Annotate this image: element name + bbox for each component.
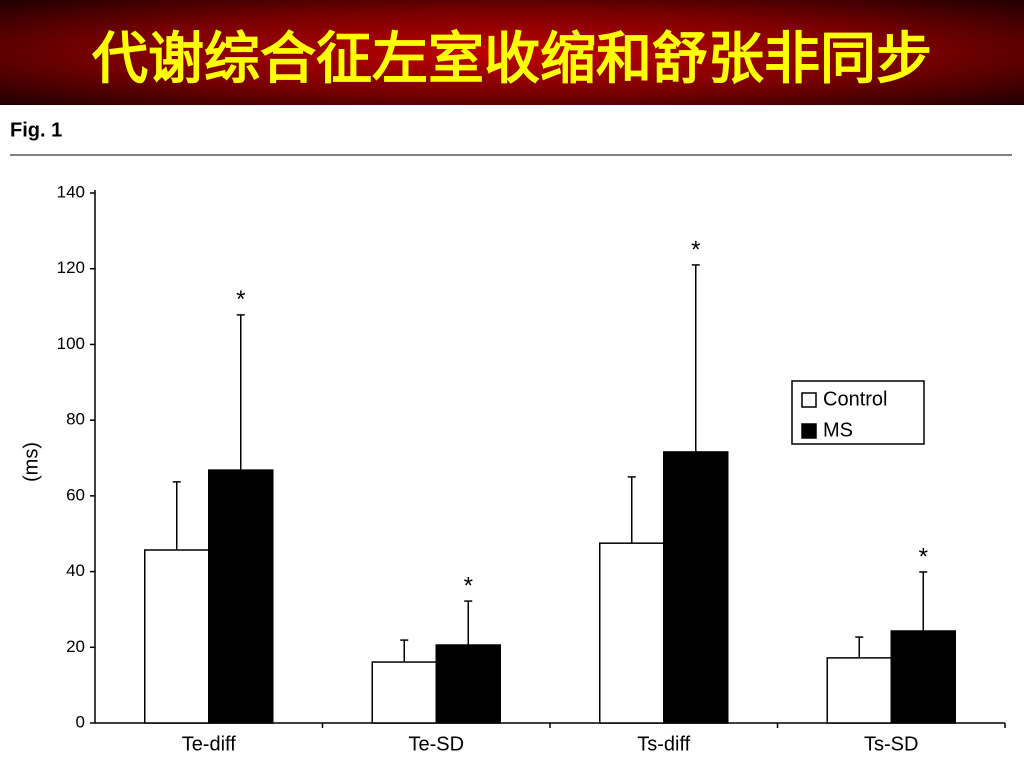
legend-swatch bbox=[801, 423, 817, 439]
y-tick-label: 40 bbox=[66, 561, 85, 580]
bar bbox=[435, 644, 501, 724]
legend-swatch bbox=[801, 392, 817, 408]
y-tick-label: 80 bbox=[66, 410, 85, 429]
x-tick-label: Ts-diff bbox=[637, 733, 690, 755]
x-tick-label: Ts-SD bbox=[864, 733, 918, 755]
bar bbox=[663, 451, 729, 724]
y-axis-label: (ms) bbox=[20, 442, 42, 482]
bar bbox=[599, 542, 665, 724]
bar bbox=[144, 549, 210, 724]
y-tick-label: 100 bbox=[57, 334, 85, 353]
y-tick-label: 0 bbox=[76, 712, 85, 731]
significance-marker: * bbox=[919, 543, 928, 570]
significance-marker: * bbox=[691, 236, 700, 263]
y-tick-label: 60 bbox=[66, 485, 85, 504]
bar bbox=[371, 661, 437, 724]
title-banner: 代谢综合征左室收缩和舒张非同步 bbox=[0, 0, 1024, 105]
significance-marker: * bbox=[464, 572, 473, 599]
x-tick-label: Te-SD bbox=[408, 733, 464, 755]
legend-label: MS bbox=[823, 419, 853, 441]
legend-label: Control bbox=[823, 388, 887, 410]
x-tick-label: Te-diff bbox=[182, 733, 237, 755]
figure-label: Fig. 1 bbox=[10, 119, 62, 141]
bar bbox=[826, 657, 892, 724]
significance-marker: * bbox=[236, 286, 245, 313]
y-tick-label: 20 bbox=[66, 637, 85, 656]
y-tick-label: 140 bbox=[57, 182, 85, 201]
slide-title: 代谢综合征左室收缩和舒张非同步 bbox=[92, 27, 932, 92]
bar bbox=[208, 469, 274, 724]
bar bbox=[890, 630, 956, 724]
y-tick-label: 120 bbox=[57, 258, 85, 277]
